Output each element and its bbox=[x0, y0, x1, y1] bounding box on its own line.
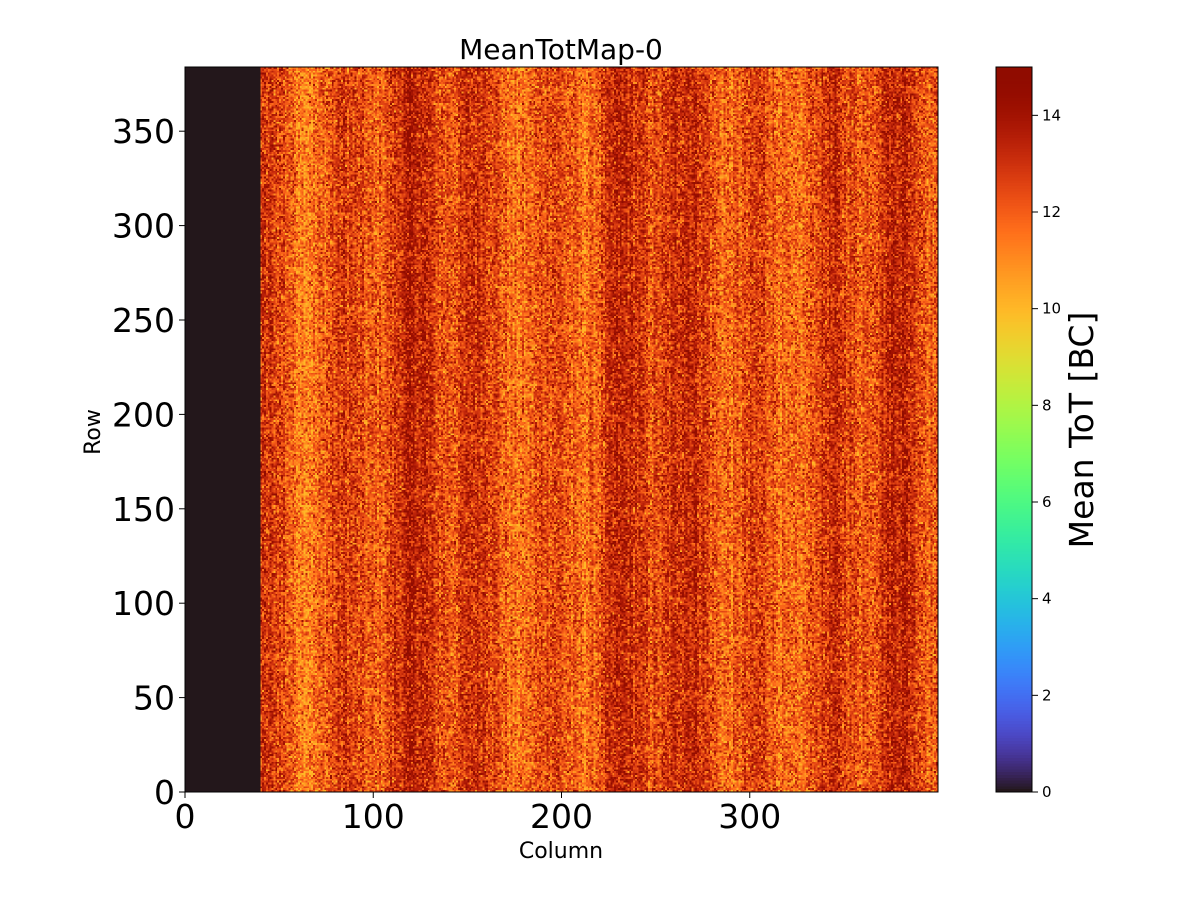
y-tick-label: 50 bbox=[133, 679, 175, 718]
colorbar-tick-label: 6 bbox=[1042, 493, 1052, 511]
x-tick-label: 300 bbox=[718, 797, 781, 836]
x-tick-label: 200 bbox=[530, 797, 593, 836]
colorbar-tick-label: 10 bbox=[1042, 300, 1061, 318]
x-tick-label: 0 bbox=[175, 797, 196, 836]
y-tick-label: 0 bbox=[154, 773, 175, 812]
y-tick-label: 150 bbox=[112, 490, 175, 529]
y-axis-ticks: 0 50 100 150 200 250 300 350 bbox=[112, 112, 185, 812]
x-axis-ticks: 0 100 200 300 bbox=[175, 792, 781, 836]
colorbar-tick-label: 2 bbox=[1042, 686, 1052, 704]
colorbar-frame bbox=[995, 66, 1033, 793]
heatmap-image bbox=[185, 67, 938, 792]
x-tick-label: 100 bbox=[342, 797, 405, 836]
colorbar-tick-label: 12 bbox=[1042, 203, 1061, 221]
y-tick-label: 350 bbox=[112, 112, 175, 151]
colorbar-gradient bbox=[996, 67, 1032, 792]
y-axis-label: Row bbox=[81, 409, 106, 455]
plot-frame bbox=[184, 66, 939, 793]
y-tick-label: 200 bbox=[112, 395, 175, 434]
chart-title: MeanTotMap-0 bbox=[459, 33, 663, 66]
y-tick-label: 250 bbox=[112, 301, 175, 340]
colorbar-tick-label: 14 bbox=[1042, 106, 1061, 124]
colorbar-tick-label: 8 bbox=[1042, 396, 1052, 414]
y-tick-label: 300 bbox=[112, 207, 175, 246]
colorbar-tick-label: 4 bbox=[1042, 590, 1052, 608]
y-tick-label: 100 bbox=[112, 584, 175, 623]
colorbar-label: Mean ToT [BC] bbox=[1062, 312, 1101, 549]
colorbar-ticks: 0 2 4 6 8 10 12 14 bbox=[1032, 106, 1061, 801]
x-axis-label: Column bbox=[519, 839, 603, 864]
colorbar-tick-label: 0 bbox=[1042, 783, 1052, 801]
